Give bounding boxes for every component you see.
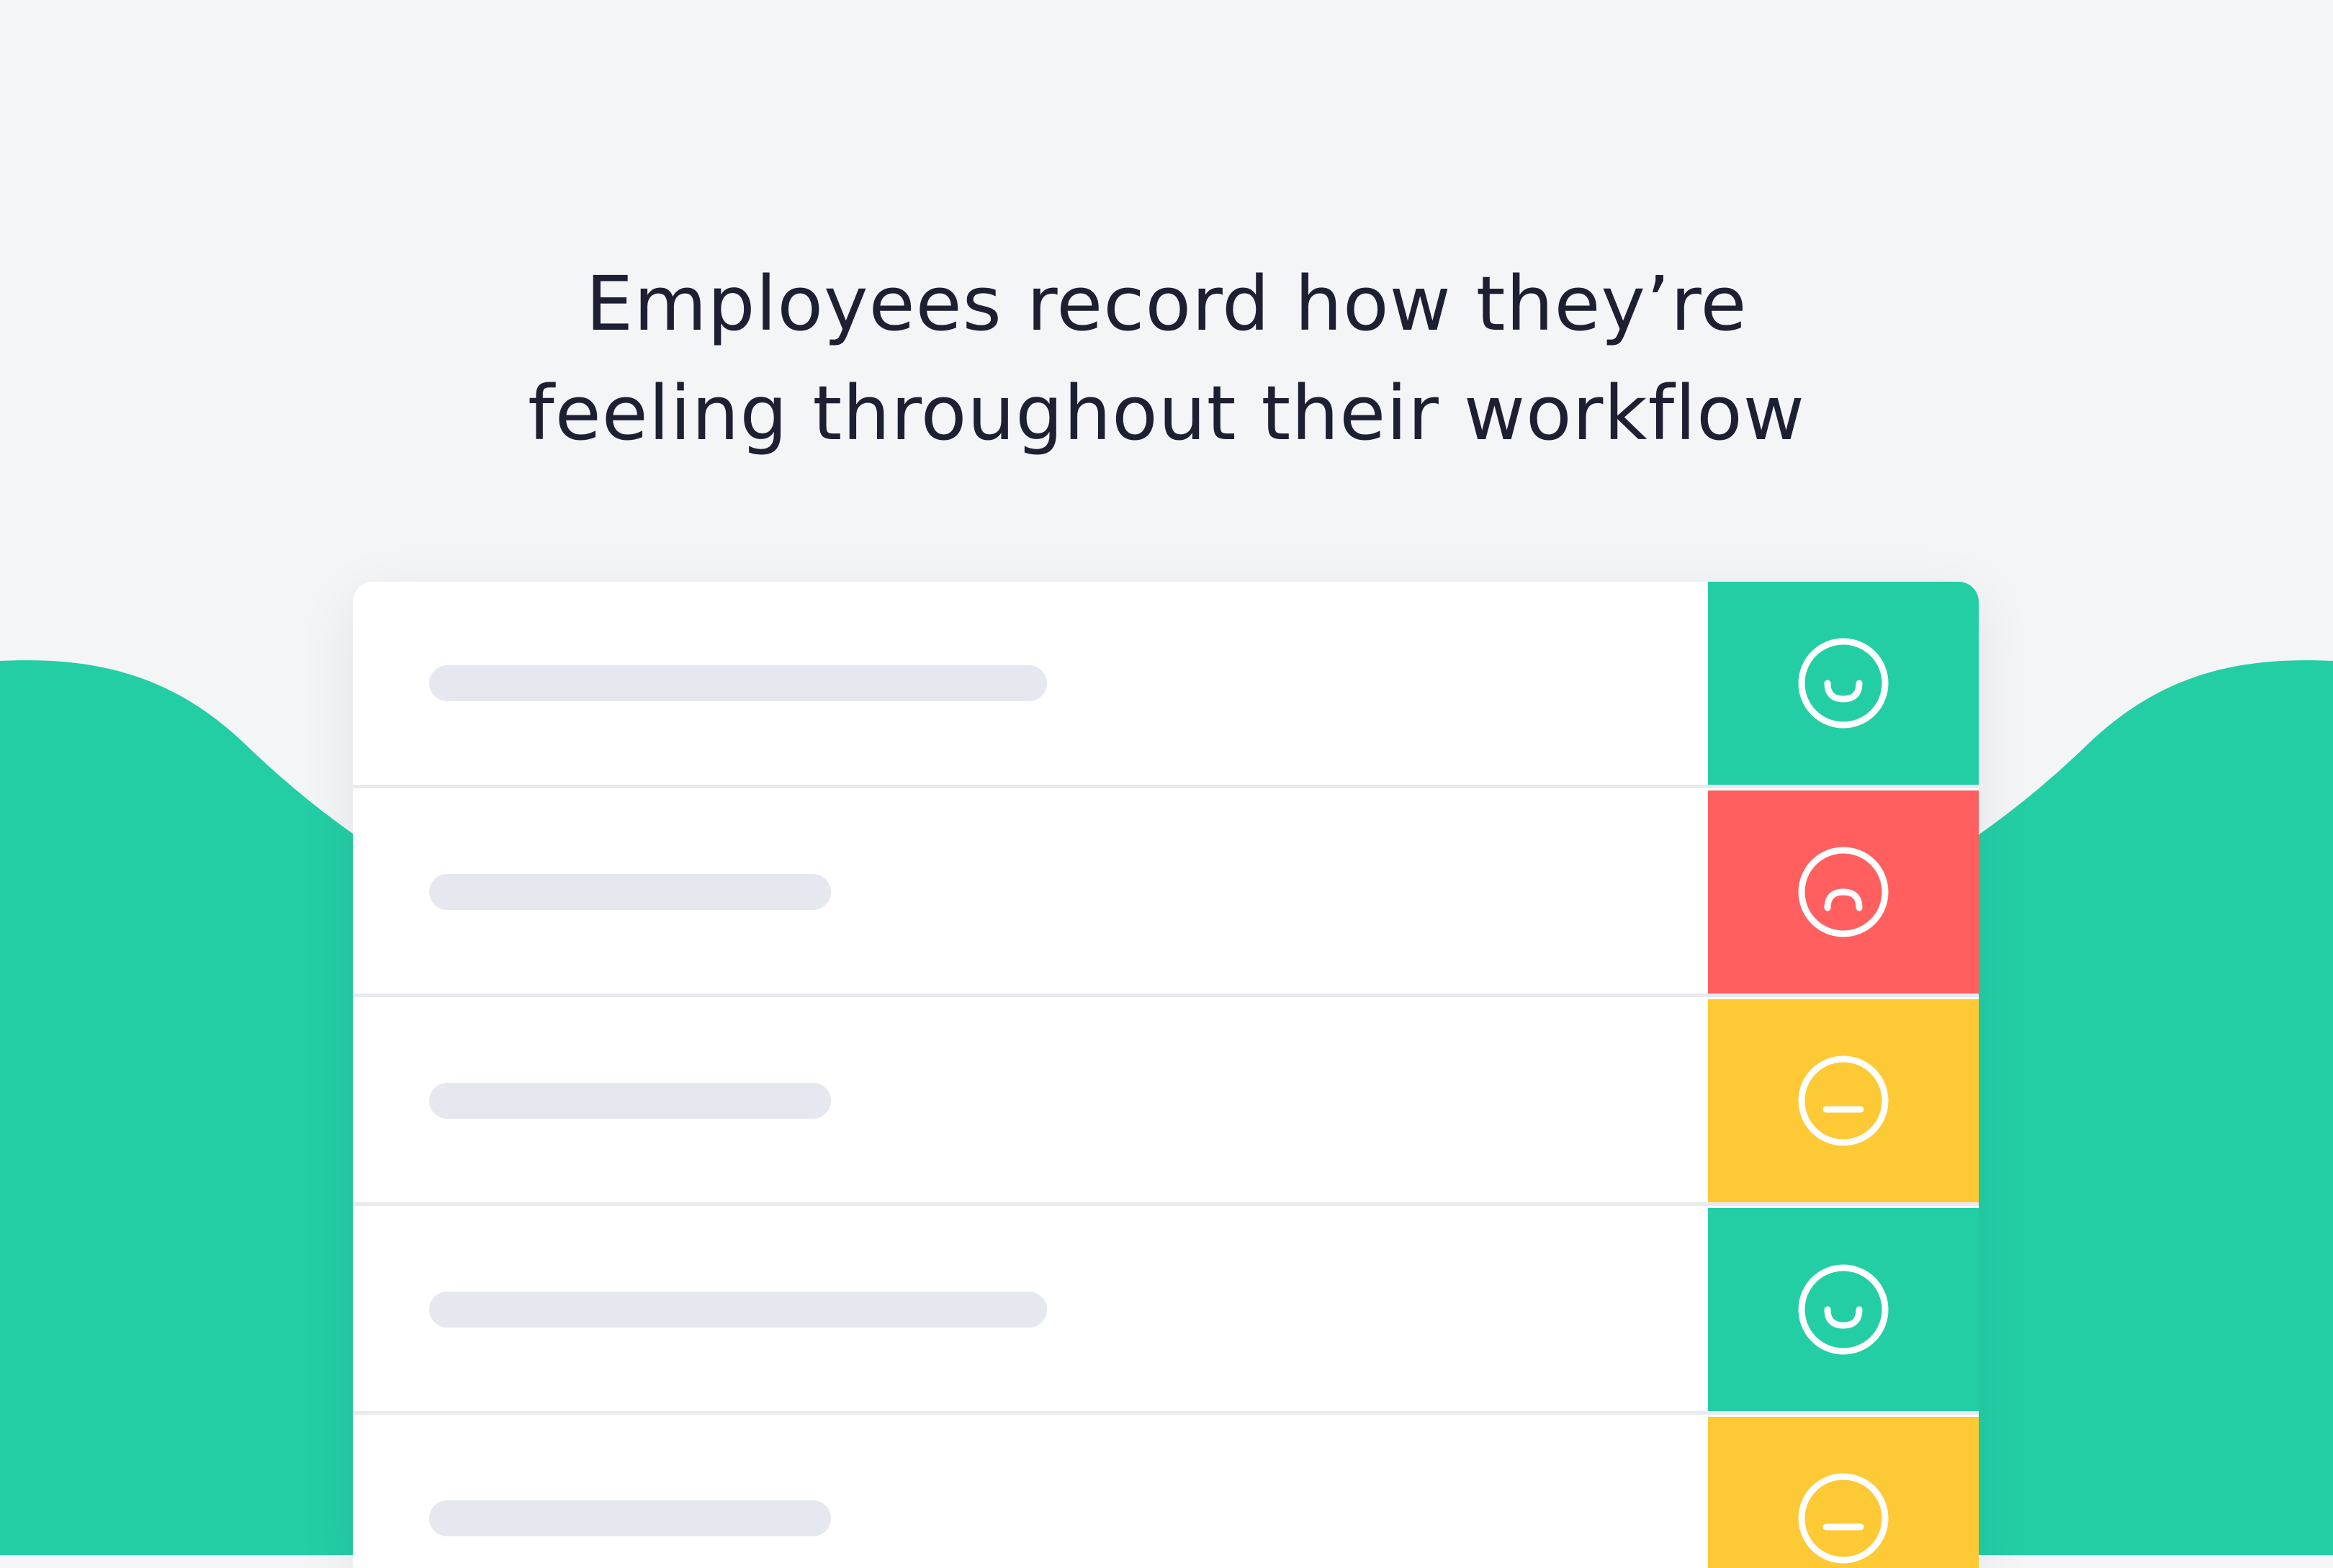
neutral-mood-indicator[interactable] (1708, 999, 1979, 1202)
mood-feed-row[interactable] (353, 582, 1979, 790)
happy-face-icon (1798, 1264, 1889, 1355)
text-placeholder-bar (429, 1083, 831, 1119)
text-placeholder-bar (429, 665, 1047, 701)
sad-mood-indicator[interactable] (1708, 790, 1979, 993)
mood-feed-card (353, 582, 1979, 1568)
mood-feed-row[interactable] (353, 999, 1979, 1208)
headline-line-2: feeling throughout their workflow (528, 369, 1805, 457)
neutral-face-icon (1798, 1055, 1889, 1146)
headline: Employees record how they’re feeling thr… (0, 249, 2333, 468)
row-divider (353, 1202, 1979, 1206)
headline-line-1: Employees record how they’re (585, 260, 1748, 348)
happy-face-icon (1798, 638, 1889, 729)
happy-mood-indicator[interactable] (1708, 582, 1979, 785)
row-divider (353, 993, 1979, 997)
mood-feed-row[interactable] (353, 1417, 1979, 1568)
neutral-mood-indicator[interactable] (1708, 1417, 1979, 1568)
text-placeholder-bar (429, 1292, 1047, 1328)
row-divider (353, 785, 1979, 788)
text-placeholder-bar (429, 1500, 831, 1536)
happy-mood-indicator[interactable] (1708, 1208, 1979, 1411)
mood-feed-row[interactable] (353, 790, 1979, 999)
text-placeholder-bar (429, 874, 831, 910)
row-divider (353, 1411, 1979, 1415)
mood-feed-row[interactable] (353, 1208, 1979, 1417)
sad-face-icon (1798, 847, 1889, 937)
neutral-face-icon (1798, 1473, 1889, 1564)
